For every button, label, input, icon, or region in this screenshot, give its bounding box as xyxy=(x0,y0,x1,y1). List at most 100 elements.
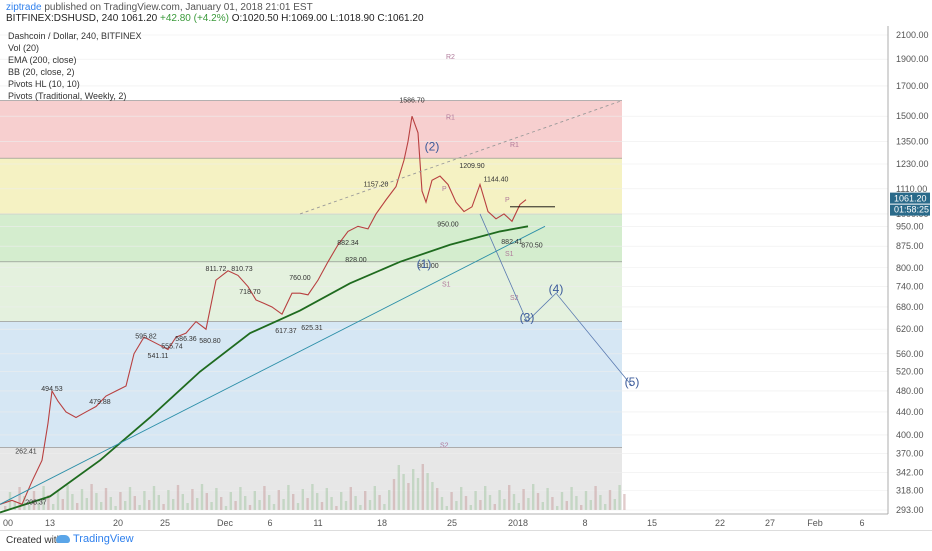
volume-bar xyxy=(200,484,204,510)
last-price: 1061.20 xyxy=(121,13,158,24)
price-annotation: 494.53 xyxy=(41,386,63,393)
volume-bar xyxy=(220,497,223,510)
volume-bar xyxy=(546,488,549,510)
legend-vol[interactable]: Vol (20) xyxy=(8,43,40,53)
volume-bar xyxy=(570,487,573,510)
y-tick-label: 440.00 xyxy=(896,407,924,417)
y-tick-label: 1700.00 xyxy=(896,81,929,91)
countdown-label: 01:58:25 xyxy=(894,205,929,215)
volume-bar xyxy=(148,500,151,510)
y-tick-label: 740.00 xyxy=(896,282,924,292)
wave-label: (3) xyxy=(520,311,535,325)
volume-bar xyxy=(18,487,21,510)
price-annotation: 479.88 xyxy=(89,399,111,406)
volume-bar xyxy=(613,499,616,510)
volume-bar xyxy=(143,491,146,510)
brand-name: TradingView xyxy=(73,533,134,545)
volume-bar xyxy=(258,500,261,510)
volume-bar xyxy=(47,495,50,510)
y-tick-label: 520.00 xyxy=(896,367,924,377)
legend-pivots-hl[interactable]: Pivots HL (10, 10) xyxy=(8,79,80,89)
volume-bar xyxy=(589,500,592,510)
legend-pivots-trad[interactable]: Pivots (Traditional, Weekly, 2) xyxy=(8,91,127,101)
y-tick-label: 1350.00 xyxy=(896,137,929,147)
volume-bar xyxy=(23,496,26,510)
x-axis[interactable]: 00 13 20 25 Dec 6 11 18 25 2018 8 15 22 27 Feb 6 xyxy=(0,513,888,528)
symbol-line: BITFINEX:DSHUSD, 240 1061.20 +42.80 (+4.… xyxy=(6,13,424,24)
x-tick-label: 6 xyxy=(267,518,272,528)
chart-header: ziptrade published on TradingView.com, J… xyxy=(0,0,932,26)
pivot-label: S2 xyxy=(440,442,449,449)
footer: Created with TradingView xyxy=(0,530,932,551)
volume-bar xyxy=(224,506,228,510)
fib-band xyxy=(0,213,622,262)
fib-band xyxy=(0,158,622,214)
dashed-trendline xyxy=(299,100,623,215)
volume-bar xyxy=(479,500,482,510)
author-link[interactable]: ziptrade xyxy=(6,2,42,13)
volume-bar xyxy=(599,495,602,510)
y-tick-label: 370.00 xyxy=(896,449,924,459)
x-tick-label: 25 xyxy=(160,518,170,528)
x-tick-label: 25 xyxy=(447,518,457,528)
volume-bar xyxy=(556,506,559,510)
pivot-label: S1 xyxy=(442,282,451,289)
volume-bar xyxy=(287,485,290,510)
volume-bars xyxy=(4,464,626,510)
volume-bar xyxy=(244,496,247,510)
volume-bar xyxy=(80,489,84,510)
volume-bar xyxy=(493,504,496,510)
volume-bar xyxy=(234,501,237,510)
volume-bar xyxy=(527,498,530,510)
volume-bar xyxy=(205,493,208,510)
y-tick-label: 1500.00 xyxy=(896,111,929,121)
volume-bar xyxy=(239,487,242,510)
volume-bar xyxy=(311,484,314,510)
price-annotation: 541.11 xyxy=(148,353,169,360)
legend-title: Dashcoin / Dollar, 240, BITFINEX xyxy=(8,31,142,41)
volume-bar xyxy=(498,490,501,510)
volume-bar xyxy=(392,479,396,510)
volume-bar xyxy=(128,487,132,510)
tradingview-logo[interactable]: TradingView xyxy=(56,533,134,545)
y-tick-label: 342.00 xyxy=(896,468,924,478)
volume-bar xyxy=(95,493,98,510)
volume-bar xyxy=(248,505,252,510)
pivot-label: R1 xyxy=(446,114,455,121)
volume-bar xyxy=(76,503,79,510)
fib-band xyxy=(0,100,622,159)
volume-bar xyxy=(210,502,213,510)
volume-bar xyxy=(301,489,304,510)
volume-bar xyxy=(373,486,376,510)
y-axis[interactable]: 2100.00 1900.00 1700.00 1500.00 1350.00 1230.… xyxy=(887,26,930,515)
volume-bar xyxy=(90,484,93,510)
wave-label: (2) xyxy=(425,140,440,154)
volume-bar xyxy=(152,486,156,510)
y-tick-label: 480.00 xyxy=(896,386,924,396)
price-annotation: 1209.90 xyxy=(459,163,484,170)
legend-bb[interactable]: BB (20, close, 2) xyxy=(8,67,75,77)
volume-bar xyxy=(368,500,372,510)
price-chart[interactable]: 494.53 262.41 208.37 479.88 595.82 555.74586.… xyxy=(0,26,932,530)
price-annotation: 555.74 xyxy=(161,344,183,351)
price-annotation: 810.73 xyxy=(231,266,253,273)
price-annotation: 1144.40 xyxy=(484,176,509,183)
price-annotation: 811.72 xyxy=(206,266,227,273)
volume-bar xyxy=(412,469,415,510)
volume-bar xyxy=(340,492,343,510)
volume-bar xyxy=(594,486,597,510)
elliott-waves: (1) (2) (3) (4) (5) xyxy=(417,140,640,389)
pivot-label: S2 xyxy=(510,295,519,302)
price-annotation: 718.70 xyxy=(239,289,261,296)
volume-bar xyxy=(359,505,362,510)
volume-bar xyxy=(541,502,544,510)
volume-bar xyxy=(196,498,199,510)
volume-bar xyxy=(253,491,256,510)
volume-bar xyxy=(421,464,424,510)
y-tick-label: 950.00 xyxy=(896,221,924,231)
volume-bar xyxy=(512,494,516,510)
y-tick-label: 400.00 xyxy=(896,430,924,440)
price-annotation: 586.36 xyxy=(175,336,197,343)
legend-ema[interactable]: EMA (200, close) xyxy=(8,55,77,65)
price-annotation: 828.00 xyxy=(345,257,367,264)
